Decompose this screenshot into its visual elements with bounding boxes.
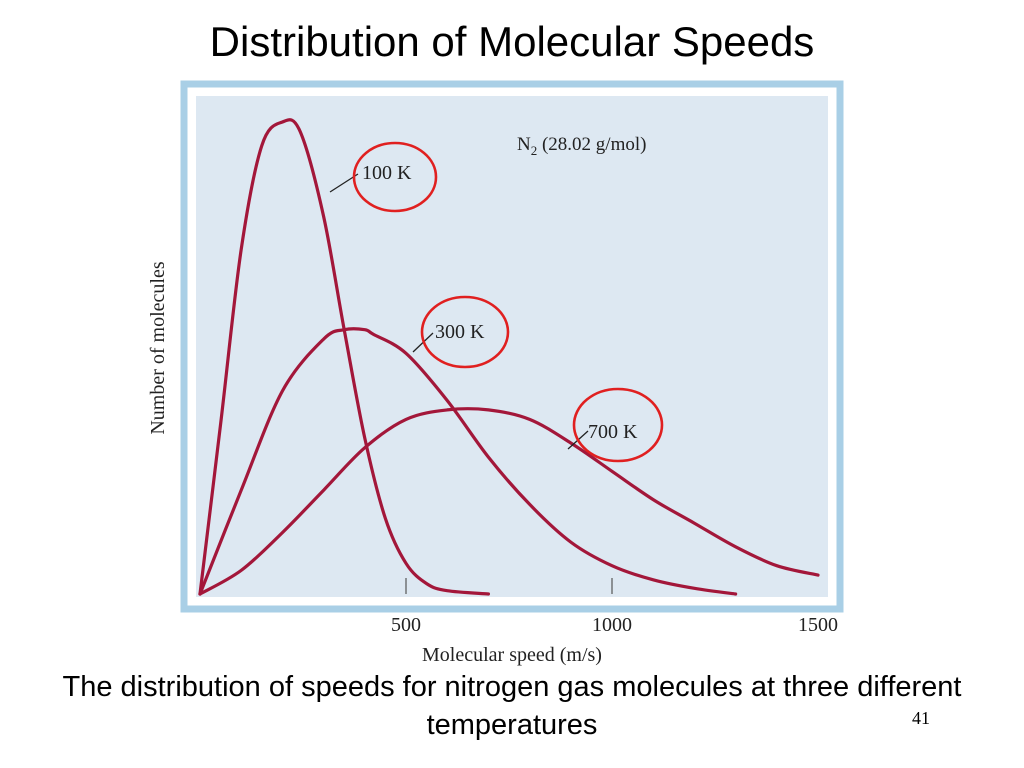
x-tick-label: 1000 [592,614,632,636]
slide-number: 41 [912,708,930,728]
x-tick-label: 1500 [798,614,838,636]
series-label-300k: 300 K [435,321,485,343]
highlight-circle-300k [420,295,510,369]
chart-panel-border [180,80,844,613]
x-tick-label: 500 [391,614,421,636]
chart-panel [196,96,828,597]
gas-annotation: N2 (28.02 g/mol) [517,134,646,158]
series-line-300k [198,327,738,596]
series-label-100k: 100 K [362,162,412,184]
series-line-700k [198,407,820,596]
y-axis-label: Number of molecules [147,261,169,434]
highlight-circle-700k [572,387,664,463]
slide-caption: The distribution of speeds for nitrogen … [62,671,962,741]
x-axis-label: Molecular speed (m/s) [422,644,602,666]
highlight-circle-100k [352,141,438,213]
series-line-100k [198,118,490,596]
series-label-700k: 700 K [588,421,638,443]
slide-title: Distribution of Molecular Speeds [209,18,815,65]
